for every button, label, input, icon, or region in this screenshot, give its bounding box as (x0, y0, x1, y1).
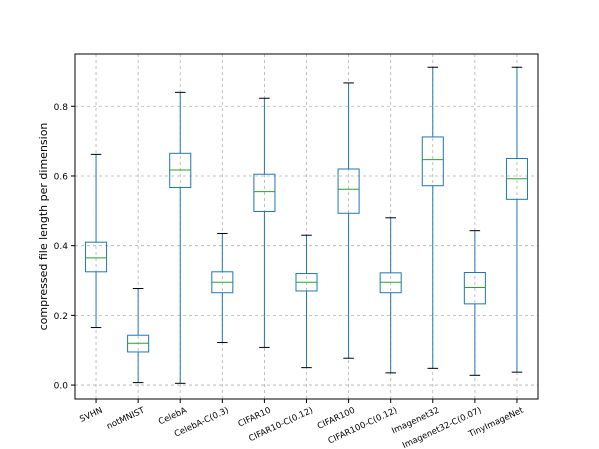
iqr-box (253, 173, 276, 213)
box-imagenet32-c-0-07 (463, 230, 486, 376)
y-axis-label: compressed file length per dimension (37, 123, 50, 331)
y-tick-label: 0.0 (54, 382, 69, 392)
iqr-box (379, 272, 402, 294)
iqr-box (463, 272, 486, 305)
box-cifar10-c-0-12 (295, 234, 318, 369)
box-notmnist (127, 288, 150, 384)
box-celeba (169, 91, 192, 384)
plot-area: 0.00.20.40.60.8 SVHN notMNIST CelebACelebA… (54, 53, 539, 449)
iqr-box (421, 136, 444, 187)
box-cifar10 (253, 97, 276, 348)
y-tick-label: 0.8 (54, 103, 69, 113)
box-svhn (85, 153, 108, 329)
box-cifar100 (337, 82, 360, 359)
boxes (85, 66, 528, 384)
grid (75, 54, 538, 399)
iqr-box (337, 168, 360, 214)
iqr-box (85, 241, 108, 273)
box-cifar100-c-0-12 (379, 217, 402, 374)
y-tick-label: 0.6 (54, 172, 69, 182)
y-tick-label: 0.2 (54, 312, 68, 322)
box-celeba-c-0-3 (211, 232, 234, 344)
box-imagenet32 (421, 66, 444, 369)
box-tinyimagenet (505, 66, 528, 373)
y-tick-label: 0.4 (54, 242, 69, 252)
y-axis-ticks: 0.0 0.2 0.4 0.6 0.8 (54, 103, 75, 392)
